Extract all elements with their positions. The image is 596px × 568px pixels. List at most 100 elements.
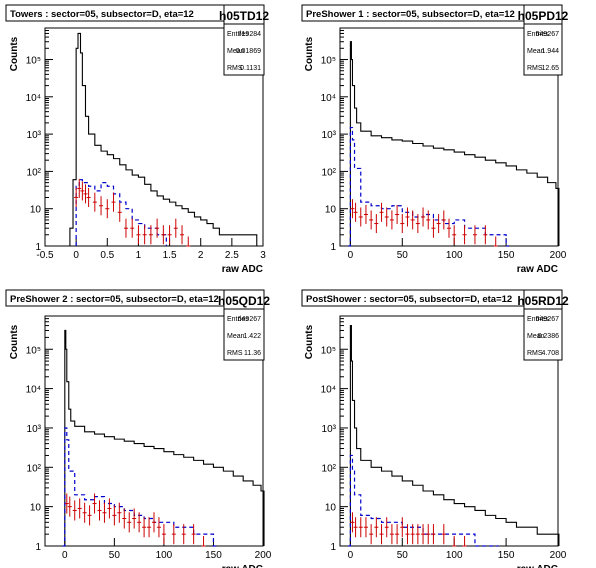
plot-frame xyxy=(44,27,264,247)
y-tick-label: 10⁴ xyxy=(26,385,41,396)
stats-value: 719284 xyxy=(238,31,261,38)
stats-label: Entries xyxy=(227,316,249,323)
x-tick-label: 2 xyxy=(198,250,204,261)
y-tick-label: 10⁴ xyxy=(26,93,41,104)
histogram-title: PreShower 2 : sector=05, subsector=D, et… xyxy=(10,294,219,305)
histogram-name: h05RD12 xyxy=(517,294,569,308)
x-tick-label: 150 xyxy=(498,250,515,261)
y-axis-label: Counts xyxy=(304,324,315,359)
stats-value: 649267 xyxy=(536,316,559,323)
y-tick-label: 10⁵ xyxy=(26,345,41,356)
y-tick-label: 10 xyxy=(325,503,337,514)
y-tick-label: 10² xyxy=(322,167,337,178)
histogram-title: Towers : sector=05, subsector=D, eta=12 xyxy=(10,9,194,20)
x-tick-label: 50 xyxy=(109,550,121,561)
x-tick-label: 2.5 xyxy=(225,250,239,261)
x-tick-label: 3 xyxy=(260,250,266,261)
stats-value: 0.01869 xyxy=(236,48,261,55)
histogram-title: PostShower : sector=05, subsector=D, eta… xyxy=(306,294,512,305)
stats-value: 4.708 xyxy=(541,350,559,357)
stats-label: RMS xyxy=(527,350,543,357)
stats-value: 649267 xyxy=(536,31,559,38)
x-axis-label: raw ADC xyxy=(222,564,263,568)
stats-box xyxy=(523,289,563,361)
x-tick-label: 0 xyxy=(73,250,79,261)
dashed-series-line xyxy=(75,179,167,246)
x-tick-label: 100 xyxy=(446,250,463,261)
x-tick-label: -0.5 xyxy=(36,250,54,261)
stats-box xyxy=(523,4,563,76)
plot-frame xyxy=(339,315,559,547)
histogram-panel-preshower1: 1 10 10² 10³ 10⁴ 10⁵ 0 50 100 150 200 raw ADC Counts… xyxy=(301,4,569,275)
histogram-name: h05PD12 xyxy=(518,9,569,23)
stats-value: 649267 xyxy=(238,316,261,323)
y-tick-label: 1 xyxy=(35,242,41,253)
stats-value: 12.65 xyxy=(541,65,559,72)
stats-label: Entries xyxy=(527,31,549,38)
plot-frame xyxy=(339,27,559,247)
x-axis-label: raw ADC xyxy=(222,264,263,275)
y-tick-label: 10² xyxy=(322,463,337,474)
x-tick-label: 0 xyxy=(348,550,354,561)
y-tick-label: 10³ xyxy=(322,130,337,141)
y-tick-label: 10⁵ xyxy=(321,56,336,67)
main-series-line xyxy=(347,41,560,247)
main-series-line xyxy=(61,329,265,547)
stats-label: Mean xyxy=(227,48,245,55)
y-tick-label: 10 xyxy=(325,205,337,216)
x-tick-label: 200 xyxy=(550,250,567,261)
x-tick-label: 0.5 xyxy=(100,250,114,261)
stats-label: Entries xyxy=(527,316,549,323)
y-tick-label: 10⁵ xyxy=(26,56,41,67)
x-axis-label: raw ADC xyxy=(517,264,558,275)
y-axis-label: Counts xyxy=(304,36,315,71)
stats-value: 1.944 xyxy=(541,48,559,55)
y-tick-label: 1 xyxy=(35,542,41,553)
x-tick-label: 200 xyxy=(550,550,567,561)
y-tick-label: 10² xyxy=(27,463,42,474)
y-axis-label: Counts xyxy=(9,324,20,359)
histogram-panel-preshower2: 1 10 10² 10³ 10⁴ 10⁵ 0 50 100 150 200 raw ADC Counts… xyxy=(5,289,272,568)
stats-label: Mean xyxy=(227,333,245,340)
y-tick-label: 10⁴ xyxy=(321,93,336,104)
x-tick-label: 50 xyxy=(397,550,409,561)
y-tick-label: 10⁵ xyxy=(321,345,336,356)
y-tick-label: 10 xyxy=(30,205,42,216)
stats-value: 1.422 xyxy=(243,333,261,340)
stats-box xyxy=(223,289,265,361)
dashed-series-line xyxy=(62,427,217,547)
x-tick-label: 1 xyxy=(136,250,142,261)
x-tick-label: 50 xyxy=(397,250,409,261)
y-tick-label: 10³ xyxy=(27,424,42,435)
histogram-title: PreShower 1 : sector=05, subsector=D, et… xyxy=(306,9,515,20)
x-tick-label: 200 xyxy=(255,550,272,561)
stats-label: RMS xyxy=(527,65,543,72)
plot-frame xyxy=(44,315,264,547)
histogram-panel-towers: 1 10 10² 10³ 10⁴ 10⁵ -0.5 0 0.5 1 1.5 2 2.5 3 raw ADC C… xyxy=(5,4,269,275)
x-tick-label: 100 xyxy=(446,550,463,561)
histogram-name: h05QD12 xyxy=(218,294,270,308)
x-tick-label: 1.5 xyxy=(163,250,177,261)
x-tick-label: 100 xyxy=(156,550,173,561)
stats-label: Entries xyxy=(227,31,249,38)
stats-label: Mean xyxy=(527,333,545,340)
stats-label: RMS xyxy=(227,65,243,72)
y-tick-label: 10³ xyxy=(322,424,337,435)
dashed-series-line xyxy=(348,454,499,547)
x-tick-label: 150 xyxy=(205,550,222,561)
y-tick-label: 10⁴ xyxy=(321,385,336,396)
x-tick-label: 150 xyxy=(498,550,515,561)
stats-value: 0.2386 xyxy=(538,333,560,340)
stats-label: Mean xyxy=(527,48,545,55)
main-series-line xyxy=(63,32,260,247)
histogram-panel-postshower: 1 10 10² 10³ 10⁴ 10⁵ 0 50 100 150 200 raw ADC Counts… xyxy=(301,289,569,568)
x-tick-label: 0 xyxy=(348,250,354,261)
x-axis-label: raw ADC xyxy=(517,564,558,568)
stats-label: RMS xyxy=(227,350,243,357)
x-tick-label: 0 xyxy=(62,550,68,561)
main-series-line xyxy=(347,325,560,547)
y-tick-label: 1 xyxy=(330,242,336,253)
stats-value: 11.36 xyxy=(244,350,261,357)
y-axis-label: Counts xyxy=(9,36,20,71)
